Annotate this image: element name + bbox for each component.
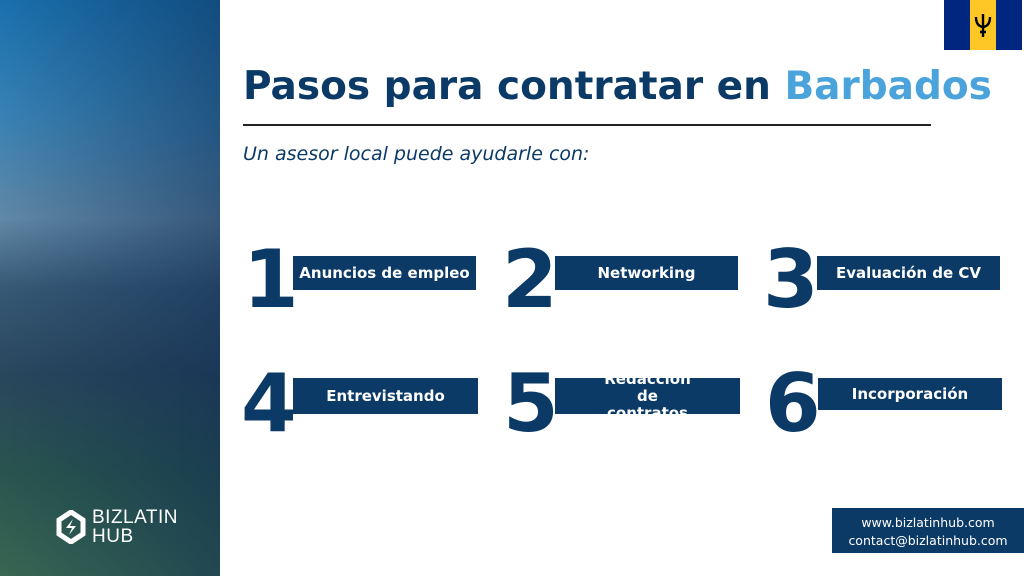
bizlatinhub-logo: BIZLATIN HUB: [56, 508, 178, 546]
barbados-flag: [944, 0, 1022, 50]
bizlatinhub-logo-icon: [56, 510, 86, 544]
title-main: Pasos para contratar en: [243, 64, 785, 109]
step-number-5: 5: [503, 357, 559, 450]
step-number-6: 6: [765, 357, 821, 450]
step-number-1: 1: [243, 233, 299, 326]
step-label-4: Entrevistando: [293, 378, 478, 414]
page-title: Pasos para contratar en Barbados: [243, 64, 992, 109]
contact-box: www.bizlatinhub.com contact@bizlatinhub.…: [832, 508, 1024, 553]
step-label-2: Networking: [555, 256, 738, 290]
step-label-6: Incorporación: [818, 378, 1002, 410]
step-label-1: Anuncios de empleo: [293, 256, 476, 290]
step-number-2: 2: [502, 233, 558, 326]
title-divider: [243, 124, 931, 126]
subtitle: Un asesor local puede ayudarle con:: [243, 143, 590, 165]
step-number-4: 4: [241, 357, 297, 450]
logo-line2: HUB: [92, 526, 134, 547]
trident-icon: [974, 14, 992, 37]
step-number-3: 3: [763, 233, 819, 326]
email-link[interactable]: contact@bizlatinhub.com: [848, 533, 1008, 548]
step-label-3: Evaluación de CV: [817, 256, 1000, 290]
logo-line1: BIZLATIN: [92, 507, 178, 528]
barbados-coastline-photo: [0, 0, 220, 576]
website-link[interactable]: www.bizlatinhub.com: [861, 515, 995, 530]
step-label-5: Redacción de contratos: [555, 370, 740, 421]
title-highlight: Barbados: [784, 64, 992, 109]
